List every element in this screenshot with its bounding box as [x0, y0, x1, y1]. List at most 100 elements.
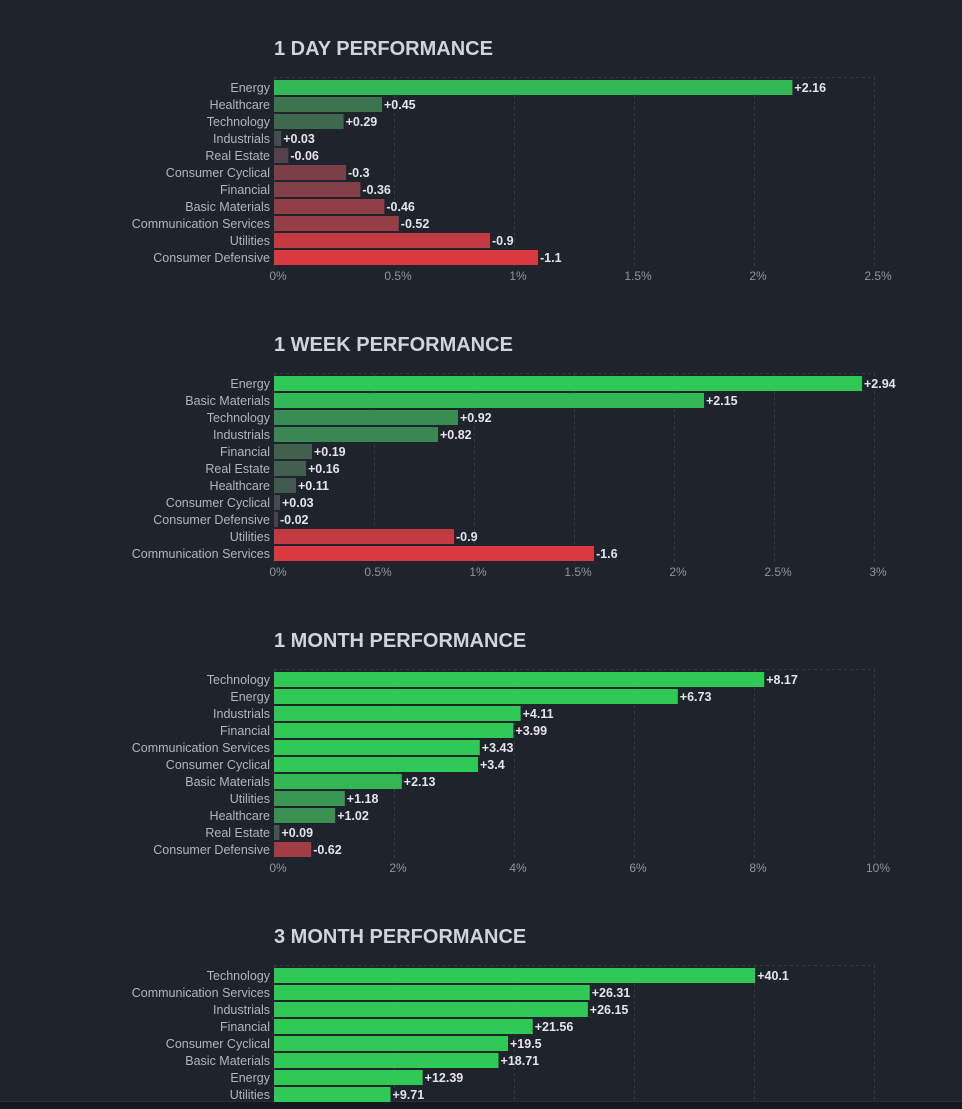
value-label: +1.02 [337, 809, 369, 823]
bar[interactable] [274, 1036, 508, 1051]
x-tick-label: 2% [749, 269, 767, 283]
bar[interactable] [274, 97, 382, 112]
bar[interactable] [274, 444, 312, 459]
category-label: Energy [230, 377, 270, 391]
category-label: Consumer Cyclical [166, 496, 270, 510]
performance-bar-chart: Technology +40.1 Communication Services +26… [132, 965, 875, 1103]
value-label: +3.43 [482, 741, 514, 755]
bar[interactable] [274, 376, 862, 391]
category-label: Communication Services [132, 217, 270, 231]
value-label: -1.1 [540, 251, 562, 265]
bar[interactable] [274, 1002, 588, 1017]
category-label: Consumer Defensive [153, 513, 270, 527]
value-label: +0.82 [440, 428, 472, 442]
bar[interactable] [274, 393, 704, 408]
bar[interactable] [274, 165, 346, 180]
bar[interactable] [274, 825, 280, 840]
performance-bar-chart: Energy +2.94 Basic Materials +2.15 Technolog… [132, 373, 896, 579]
value-label: -0.46 [386, 200, 415, 214]
bar[interactable] [274, 842, 312, 857]
bar[interactable] [274, 689, 678, 704]
x-tick-label: 1.5% [564, 565, 592, 579]
bar[interactable] [274, 774, 402, 789]
x-tick-label: 0% [269, 861, 287, 875]
category-label: Technology [207, 411, 271, 425]
category-label: Industrials [213, 132, 270, 146]
bar[interactable] [274, 427, 438, 442]
value-label: +21.56 [535, 1020, 574, 1034]
bar[interactable] [274, 148, 289, 163]
bar[interactable] [274, 461, 306, 476]
value-label: +12.39 [425, 1071, 464, 1085]
value-label: +0.03 [282, 496, 314, 510]
x-tick-label: 2.5% [764, 565, 792, 579]
value-label: +0.16 [308, 462, 340, 476]
bar[interactable] [274, 478, 296, 493]
performance-bar-chart: Energy +2.16 Healthcare +0.45 Technology +0.2… [132, 77, 892, 283]
x-tick-label: 8% [749, 861, 767, 875]
x-tick-label: 1% [469, 565, 487, 579]
x-tick-label: 2.5% [864, 269, 892, 283]
value-label: +0.11 [298, 479, 329, 493]
value-label: +19.5 [510, 1037, 542, 1051]
chart-title: 1 DAY PERFORMANCE [274, 38, 493, 60]
category-label: Communication Services [132, 741, 270, 755]
bar[interactable] [274, 1053, 499, 1068]
bar[interactable] [274, 740, 480, 755]
category-label: Energy [230, 690, 270, 704]
bar[interactable] [274, 706, 521, 721]
bar[interactable] [274, 410, 458, 425]
value-label: +0.03 [283, 132, 315, 146]
bar[interactable] [274, 546, 594, 561]
bottom-scroll-bar[interactable] [0, 1101, 962, 1109]
value-label: +4.11 [523, 707, 554, 721]
bar[interactable] [274, 80, 793, 95]
category-label: Healthcare [210, 479, 270, 493]
value-label: +6.73 [680, 690, 712, 704]
category-label: Healthcare [210, 809, 270, 823]
category-label: Consumer Defensive [153, 843, 270, 857]
value-label: +3.99 [515, 724, 547, 738]
value-label: +0.92 [460, 411, 492, 425]
value-label: +2.15 [706, 394, 738, 408]
bar[interactable] [274, 1019, 533, 1034]
bar[interactable] [274, 672, 765, 687]
value-label: -0.06 [290, 149, 319, 163]
bar[interactable] [274, 1087, 391, 1102]
bar[interactable] [274, 182, 361, 197]
bar[interactable] [274, 968, 756, 983]
bar[interactable] [274, 199, 385, 214]
category-label: Real Estate [205, 149, 270, 163]
value-label: -0.9 [492, 234, 514, 248]
category-label: Basic Materials [185, 394, 270, 408]
bar[interactable] [274, 495, 280, 510]
category-label: Financial [220, 724, 270, 738]
value-label: -0.02 [280, 513, 309, 527]
bar[interactable] [274, 1070, 423, 1085]
value-label: +26.31 [592, 986, 631, 1000]
x-tick-label: 3% [869, 565, 887, 579]
bar[interactable] [274, 791, 345, 806]
category-label: Technology [207, 969, 271, 983]
x-tick-label: 0.5% [384, 269, 412, 283]
category-label: Healthcare [210, 98, 270, 112]
bar[interactable] [274, 808, 336, 823]
bar[interactable] [274, 757, 478, 772]
category-label: Basic Materials [185, 200, 270, 214]
bar[interactable] [274, 131, 282, 146]
bar[interactable] [274, 529, 454, 544]
chart-title: 1 MONTH PERFORMANCE [274, 630, 527, 652]
bar[interactable] [274, 250, 538, 265]
category-label: Industrials [213, 1003, 270, 1017]
bar[interactable] [274, 723, 514, 738]
bar[interactable] [274, 985, 590, 1000]
bar[interactable] [274, 114, 344, 129]
category-label: Energy [230, 1071, 270, 1085]
category-label: Utilities [230, 1088, 270, 1102]
category-label: Energy [230, 81, 270, 95]
x-tick-label: 6% [629, 861, 647, 875]
bar[interactable] [274, 512, 278, 527]
x-tick-label: 1% [509, 269, 527, 283]
bar[interactable] [274, 216, 399, 231]
bar[interactable] [274, 233, 490, 248]
